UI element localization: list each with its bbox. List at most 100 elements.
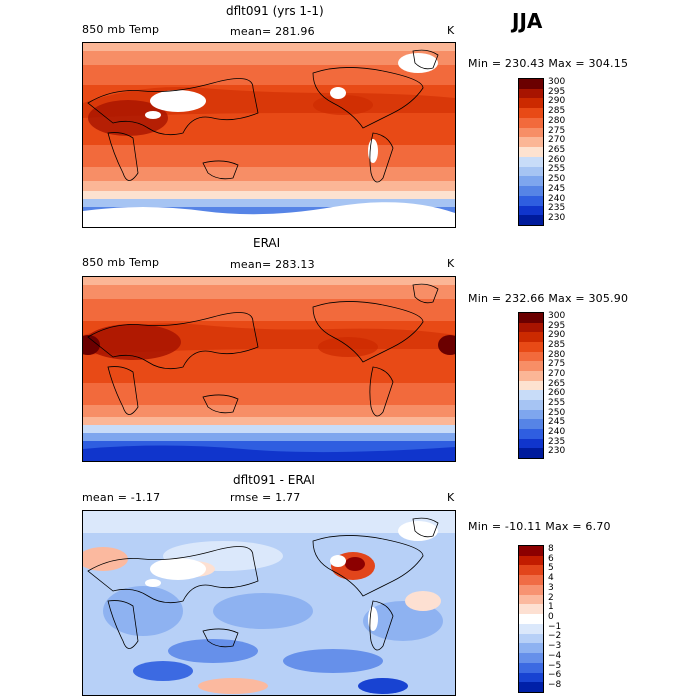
colorbar-swatch <box>519 332 543 343</box>
panel-2-map <box>82 276 456 462</box>
colorbar-tick-label: 300 <box>548 310 566 321</box>
season-label: JJA <box>512 9 543 33</box>
colorbar-tick-label: 245 <box>548 183 566 194</box>
colorbar-swatch <box>519 633 543 644</box>
colorbar-swatch <box>519 98 543 109</box>
colorbar-swatch <box>519 623 543 635</box>
panel-1-mean-label: mean= 281.96 <box>230 25 315 38</box>
colorbar-swatch <box>519 166 543 177</box>
colorbar-tick-label: 270 <box>548 368 566 379</box>
panel-3-mean-label: mean = -1.17 <box>82 491 161 504</box>
colorbar-swatch <box>519 313 543 324</box>
colorbar-swatch <box>519 575 543 586</box>
colorbar-swatch <box>519 342 543 353</box>
panel-1-title: dflt091 (yrs 1-1) <box>226 4 324 18</box>
colorbar-swatch <box>519 662 543 674</box>
panel-2-variable-label: 850 mb Temp <box>82 256 160 269</box>
colorbar-swatch <box>519 176 543 187</box>
panel-2-colorbar <box>518 312 544 459</box>
colorbar-tick-label: 230 <box>548 446 566 457</box>
colorbar-tick-label: −2 <box>548 631 562 642</box>
colorbar-tick-label: −5 <box>548 660 562 671</box>
colorbar-tick-label: 5 <box>548 563 554 574</box>
colorbar-swatch <box>519 361 543 372</box>
colorbar-swatch <box>519 127 543 138</box>
colorbar-tick-label: 240 <box>548 193 566 204</box>
colorbar-swatch <box>519 88 543 99</box>
colorbar-tick-label: 280 <box>548 115 566 126</box>
colorbar-tick-label: 250 <box>548 407 566 418</box>
colorbar-tick-label: 235 <box>548 203 566 214</box>
colorbar-tick-label: 4 <box>548 573 554 584</box>
colorbar-swatch <box>519 79 543 90</box>
colorbar-tick-label: 3 <box>548 582 554 593</box>
colorbar-tick-label: 285 <box>548 106 566 117</box>
colorbar-tick-label: 250 <box>548 174 566 185</box>
colorbar-tick-label: 295 <box>548 86 566 97</box>
panel-2-minmax: Min = 232.66 Max = 305.90 <box>468 292 629 305</box>
colorbar-swatch <box>519 546 543 557</box>
colorbar-swatch <box>519 108 543 119</box>
colorbar-swatch <box>519 137 543 148</box>
colorbar-tick-label: −8 <box>548 680 562 691</box>
colorbar-swatch <box>519 565 543 576</box>
colorbar-tick-label: −1 <box>548 621 562 632</box>
colorbar-swatch <box>519 195 543 207</box>
panel-3-unit-label: K <box>447 491 455 504</box>
colorbar-tick-label: 265 <box>548 145 566 155</box>
colorbar-tick-label: 265 <box>548 378 566 389</box>
colorbar-tick-label: 245 <box>548 417 566 428</box>
colorbar-swatch <box>519 555 543 566</box>
colorbar-swatch <box>519 604 543 615</box>
colorbar-tick-label: −4 <box>548 650 562 661</box>
colorbar-swatch <box>519 351 543 362</box>
colorbar-swatch <box>519 322 543 333</box>
colorbar-swatch <box>519 584 543 596</box>
colorbar-tick-label: 2 <box>548 592 554 603</box>
colorbar-swatch <box>519 614 543 625</box>
colorbar-tick-label: 275 <box>548 125 566 136</box>
colorbar-swatch <box>519 429 543 440</box>
colorbar-swatch <box>519 380 543 391</box>
panel-2-mean-label: mean= 283.13 <box>230 258 315 271</box>
colorbar-swatch <box>519 594 543 605</box>
colorbar-swatch <box>519 672 543 683</box>
panel-1-colorbar <box>518 78 544 226</box>
colorbar-tick-label: 275 <box>548 359 566 370</box>
panel-3-map <box>82 510 456 696</box>
colorbar-tick-label: 6 <box>548 553 554 564</box>
panel-3-title: dflt091 - ERAI <box>233 473 315 487</box>
colorbar-tick-label: 235 <box>548 436 566 447</box>
colorbar-swatch <box>519 147 543 158</box>
colorbar-tick-label: 270 <box>548 135 566 146</box>
panel-1-variable-label: 850 mb Temp <box>82 23 160 36</box>
colorbar-swatch <box>519 215 543 226</box>
colorbar-tick-label: 260 <box>548 154 566 165</box>
colorbar-swatch <box>519 682 543 693</box>
colorbar-swatch <box>519 438 543 449</box>
colorbar-swatch <box>519 117 543 129</box>
colorbar-tick-label: 1 <box>548 602 554 613</box>
colorbar-swatch <box>519 390 543 401</box>
colorbar-swatch <box>519 205 543 216</box>
colorbar-swatch <box>519 156 543 168</box>
colorbar-tick-label: 280 <box>548 349 566 360</box>
colorbar-swatch <box>519 400 543 411</box>
colorbar-tick-label: 300 <box>548 76 566 87</box>
colorbar-swatch <box>519 186 543 197</box>
panel-3-colorbar <box>518 545 544 693</box>
colorbar-tick-label: 255 <box>548 397 566 408</box>
colorbar-swatch <box>519 371 543 382</box>
colorbar-tick-label: 295 <box>548 320 566 331</box>
panel-1-unit-label: K <box>447 24 455 37</box>
panel-1-minmax: Min = 230.43 Max = 304.15 <box>468 57 629 70</box>
panel-1-map <box>82 42 456 228</box>
panel-3-minmax: Min = -10.11 Max = 6.70 <box>468 520 611 533</box>
colorbar-swatch <box>519 419 543 430</box>
colorbar-tick-label: 260 <box>548 388 566 399</box>
colorbar-tick-label: 255 <box>548 164 566 175</box>
colorbar-tick-label: −3 <box>548 641 562 652</box>
colorbar-tick-label: 290 <box>548 330 566 341</box>
colorbar-swatch <box>519 653 543 664</box>
panel-3-rmse-label: rmse = 1.77 <box>230 491 301 504</box>
